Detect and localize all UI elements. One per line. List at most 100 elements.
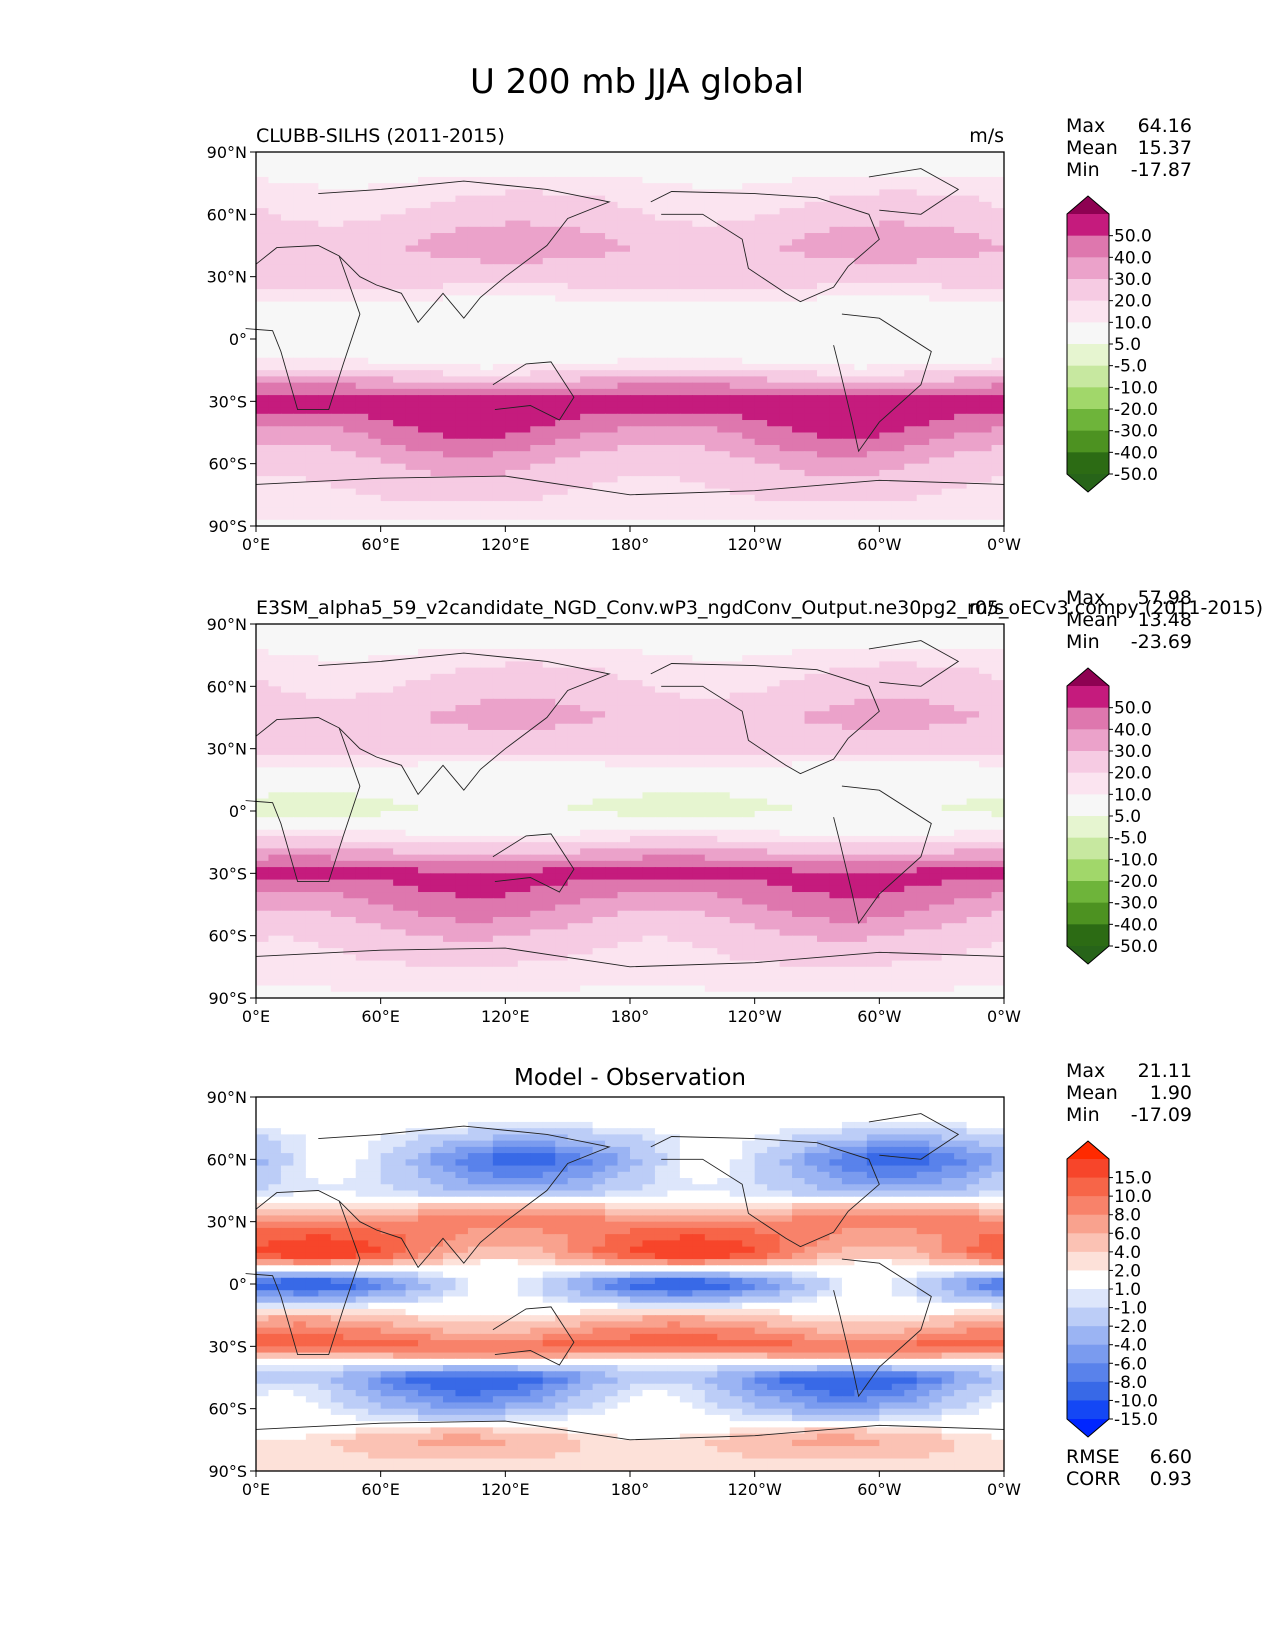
colorbar-cap-bottom <box>1067 946 1109 964</box>
colorbar-cell <box>1067 881 1109 904</box>
colorbar-cell <box>1067 707 1109 730</box>
colorbar-cell <box>1067 387 1109 410</box>
colorbar-tick-label: 20.0 <box>1114 292 1152 312</box>
x-tick-label: 60°W <box>857 535 901 554</box>
x-tick-label: 120°W <box>727 1007 782 1026</box>
x-tick-label: 60°W <box>857 1007 901 1026</box>
colorbar-tick-label: -30.0 <box>1114 894 1158 914</box>
colorbar-cell <box>1067 837 1109 860</box>
y-tick-label: 30°N <box>207 268 247 287</box>
colorbar-tick-label: -30.0 <box>1114 422 1158 442</box>
x-tick-label: 60°E <box>361 1007 399 1026</box>
colorbar-cell <box>1067 1289 1109 1309</box>
colorbar: 15.010.08.06.04.02.01.0-1.0-2.0-4.0-6.0-… <box>1066 1140 1158 1438</box>
colorbar-tick-label: -40.0 <box>1114 443 1158 463</box>
colorbar-tick-label: -20.0 <box>1114 872 1158 892</box>
colorbar-cell <box>1067 365 1109 388</box>
colorbar-cell <box>1067 729 1109 752</box>
x-tick-label: 180° <box>611 535 650 554</box>
stat-value: 13.48 <box>1138 609 1192 631</box>
colorbar-tick-label: -2.0 <box>1114 1317 1147 1337</box>
colorbar-tick-label: 1.0 <box>1114 1280 1141 1300</box>
colorbar-cell <box>1067 1344 1109 1364</box>
map-panel-test: CLUBB-SILHS (2011-2015) m/s 0°E 60°E 120°E 18… <box>207 115 1192 554</box>
x-tick-label: 0°W <box>987 1480 1021 1499</box>
colorbar-tick-label: 6.0 <box>1114 1224 1141 1244</box>
colorbar-cell <box>1067 751 1109 774</box>
colorbar-cap-top <box>1067 1141 1109 1159</box>
colorbar-tick-label: -15.0 <box>1114 1410 1158 1430</box>
colorbar-tick-label: 40.0 <box>1114 248 1152 268</box>
stat-value: 1.90 <box>1150 1082 1192 1104</box>
colorbar-cell <box>1067 1307 1109 1327</box>
colorbar-cell <box>1067 1177 1109 1197</box>
colorbar: 50.040.030.020.010.05.0-5.0-10.0-20.0-30… <box>1066 667 1158 965</box>
coastlines <box>245 168 1005 496</box>
colorbar-tick-label: -8.0 <box>1114 1373 1147 1393</box>
stat-label: Max <box>1066 587 1105 609</box>
colorbar-cell <box>1067 794 1109 817</box>
colorbar-cell <box>1067 1381 1109 1401</box>
colorbar-cell <box>1067 924 1109 947</box>
colorbar-cell <box>1067 322 1109 345</box>
y-tick-label: 0° <box>229 330 247 349</box>
x-tick-label: 0°E <box>242 1480 270 1499</box>
colorbar-tick-label: 4.0 <box>1114 1243 1141 1263</box>
colorbar-tick-label: 5.0 <box>1114 335 1141 355</box>
panel-units: m/s <box>969 125 1004 147</box>
colorbar-tick-label: 50.0 <box>1114 699 1152 719</box>
rmse-value: 6.60 <box>1150 1446 1192 1468</box>
stat-label: Min <box>1066 631 1100 653</box>
colorbar: 50.040.030.020.010.05.0-5.0-10.0-20.0-30… <box>1066 195 1158 493</box>
y-tick-label: 30°N <box>207 1213 247 1232</box>
colorbar-cell <box>1067 686 1109 709</box>
colorbar-tick-label: 15.0 <box>1114 1169 1152 1189</box>
stat-label: Mean <box>1066 137 1118 159</box>
colorbar-tick-label: 10.0 <box>1114 1187 1152 1207</box>
colorbar-cell <box>1067 257 1109 280</box>
colorbar-cell <box>1067 300 1109 323</box>
corr-value: 0.93 <box>1150 1468 1192 1490</box>
field-difference <box>256 1097 1005 1472</box>
colorbar-tick-label: 8.0 <box>1114 1206 1141 1226</box>
colorbar-tick-label: -5.0 <box>1114 357 1147 377</box>
map-panel-difference: Model - Observation 0°E 60°E 120°E 180° 120°W… <box>207 1060 1192 1499</box>
colorbar-tick-label: 10.0 <box>1114 785 1152 805</box>
colorbar-cell <box>1067 1400 1109 1420</box>
y-tick-label: 60°N <box>207 205 247 224</box>
colorbar-tick-label: -20.0 <box>1114 400 1158 420</box>
stat-label: Min <box>1066 159 1100 181</box>
y-tick-label: 30°S <box>208 392 247 411</box>
colorbar-cap-top <box>1067 196 1109 214</box>
colorbar-cap-top <box>1067 668 1109 686</box>
y-tick-label: 0° <box>229 802 247 821</box>
stat-value: 57.98 <box>1138 587 1192 609</box>
colorbar-cell <box>1067 279 1109 302</box>
colorbar-cell <box>1067 235 1109 258</box>
stat-label: Min <box>1066 1104 1100 1126</box>
colorbar-tick-label: -50.0 <box>1114 465 1158 485</box>
colorbar-cell <box>1067 1214 1109 1234</box>
stat-value: -17.87 <box>1131 159 1192 181</box>
colorbar-tick-label: 50.0 <box>1114 227 1152 247</box>
map-panel-reference: E3SM_alpha5_59_v2candidate_NGD_Conv.wP3_… <box>207 587 1263 1026</box>
stat-value: -17.09 <box>1131 1104 1192 1126</box>
stat-label: Mean <box>1066 609 1118 631</box>
colorbar-tick-label: 20.0 <box>1114 764 1152 784</box>
colorbar-cap-bottom <box>1067 1419 1109 1437</box>
y-tick-label: 90°S <box>208 989 247 1008</box>
y-tick-label: 90°S <box>208 1462 247 1481</box>
colorbar-cell <box>1067 902 1109 925</box>
colorbar-tick-label: 5.0 <box>1114 807 1141 827</box>
colorbar-tick-label: -5.0 <box>1114 829 1147 849</box>
colorbar-cell <box>1067 1270 1109 1290</box>
panel-title-left: CLUBB-SILHS (2011-2015) <box>256 125 505 147</box>
coastlines <box>245 1113 1005 1441</box>
colorbar-tick-label: -10.0 <box>1114 1391 1158 1411</box>
rmse-label: RMSE <box>1066 1446 1120 1468</box>
x-tick-label: 0°E <box>242 535 270 554</box>
x-tick-label: 120°W <box>727 535 782 554</box>
colorbar-cell <box>1067 816 1109 839</box>
x-tick-label: 0°W <box>987 535 1021 554</box>
x-tick-label: 0°E <box>242 1007 270 1026</box>
